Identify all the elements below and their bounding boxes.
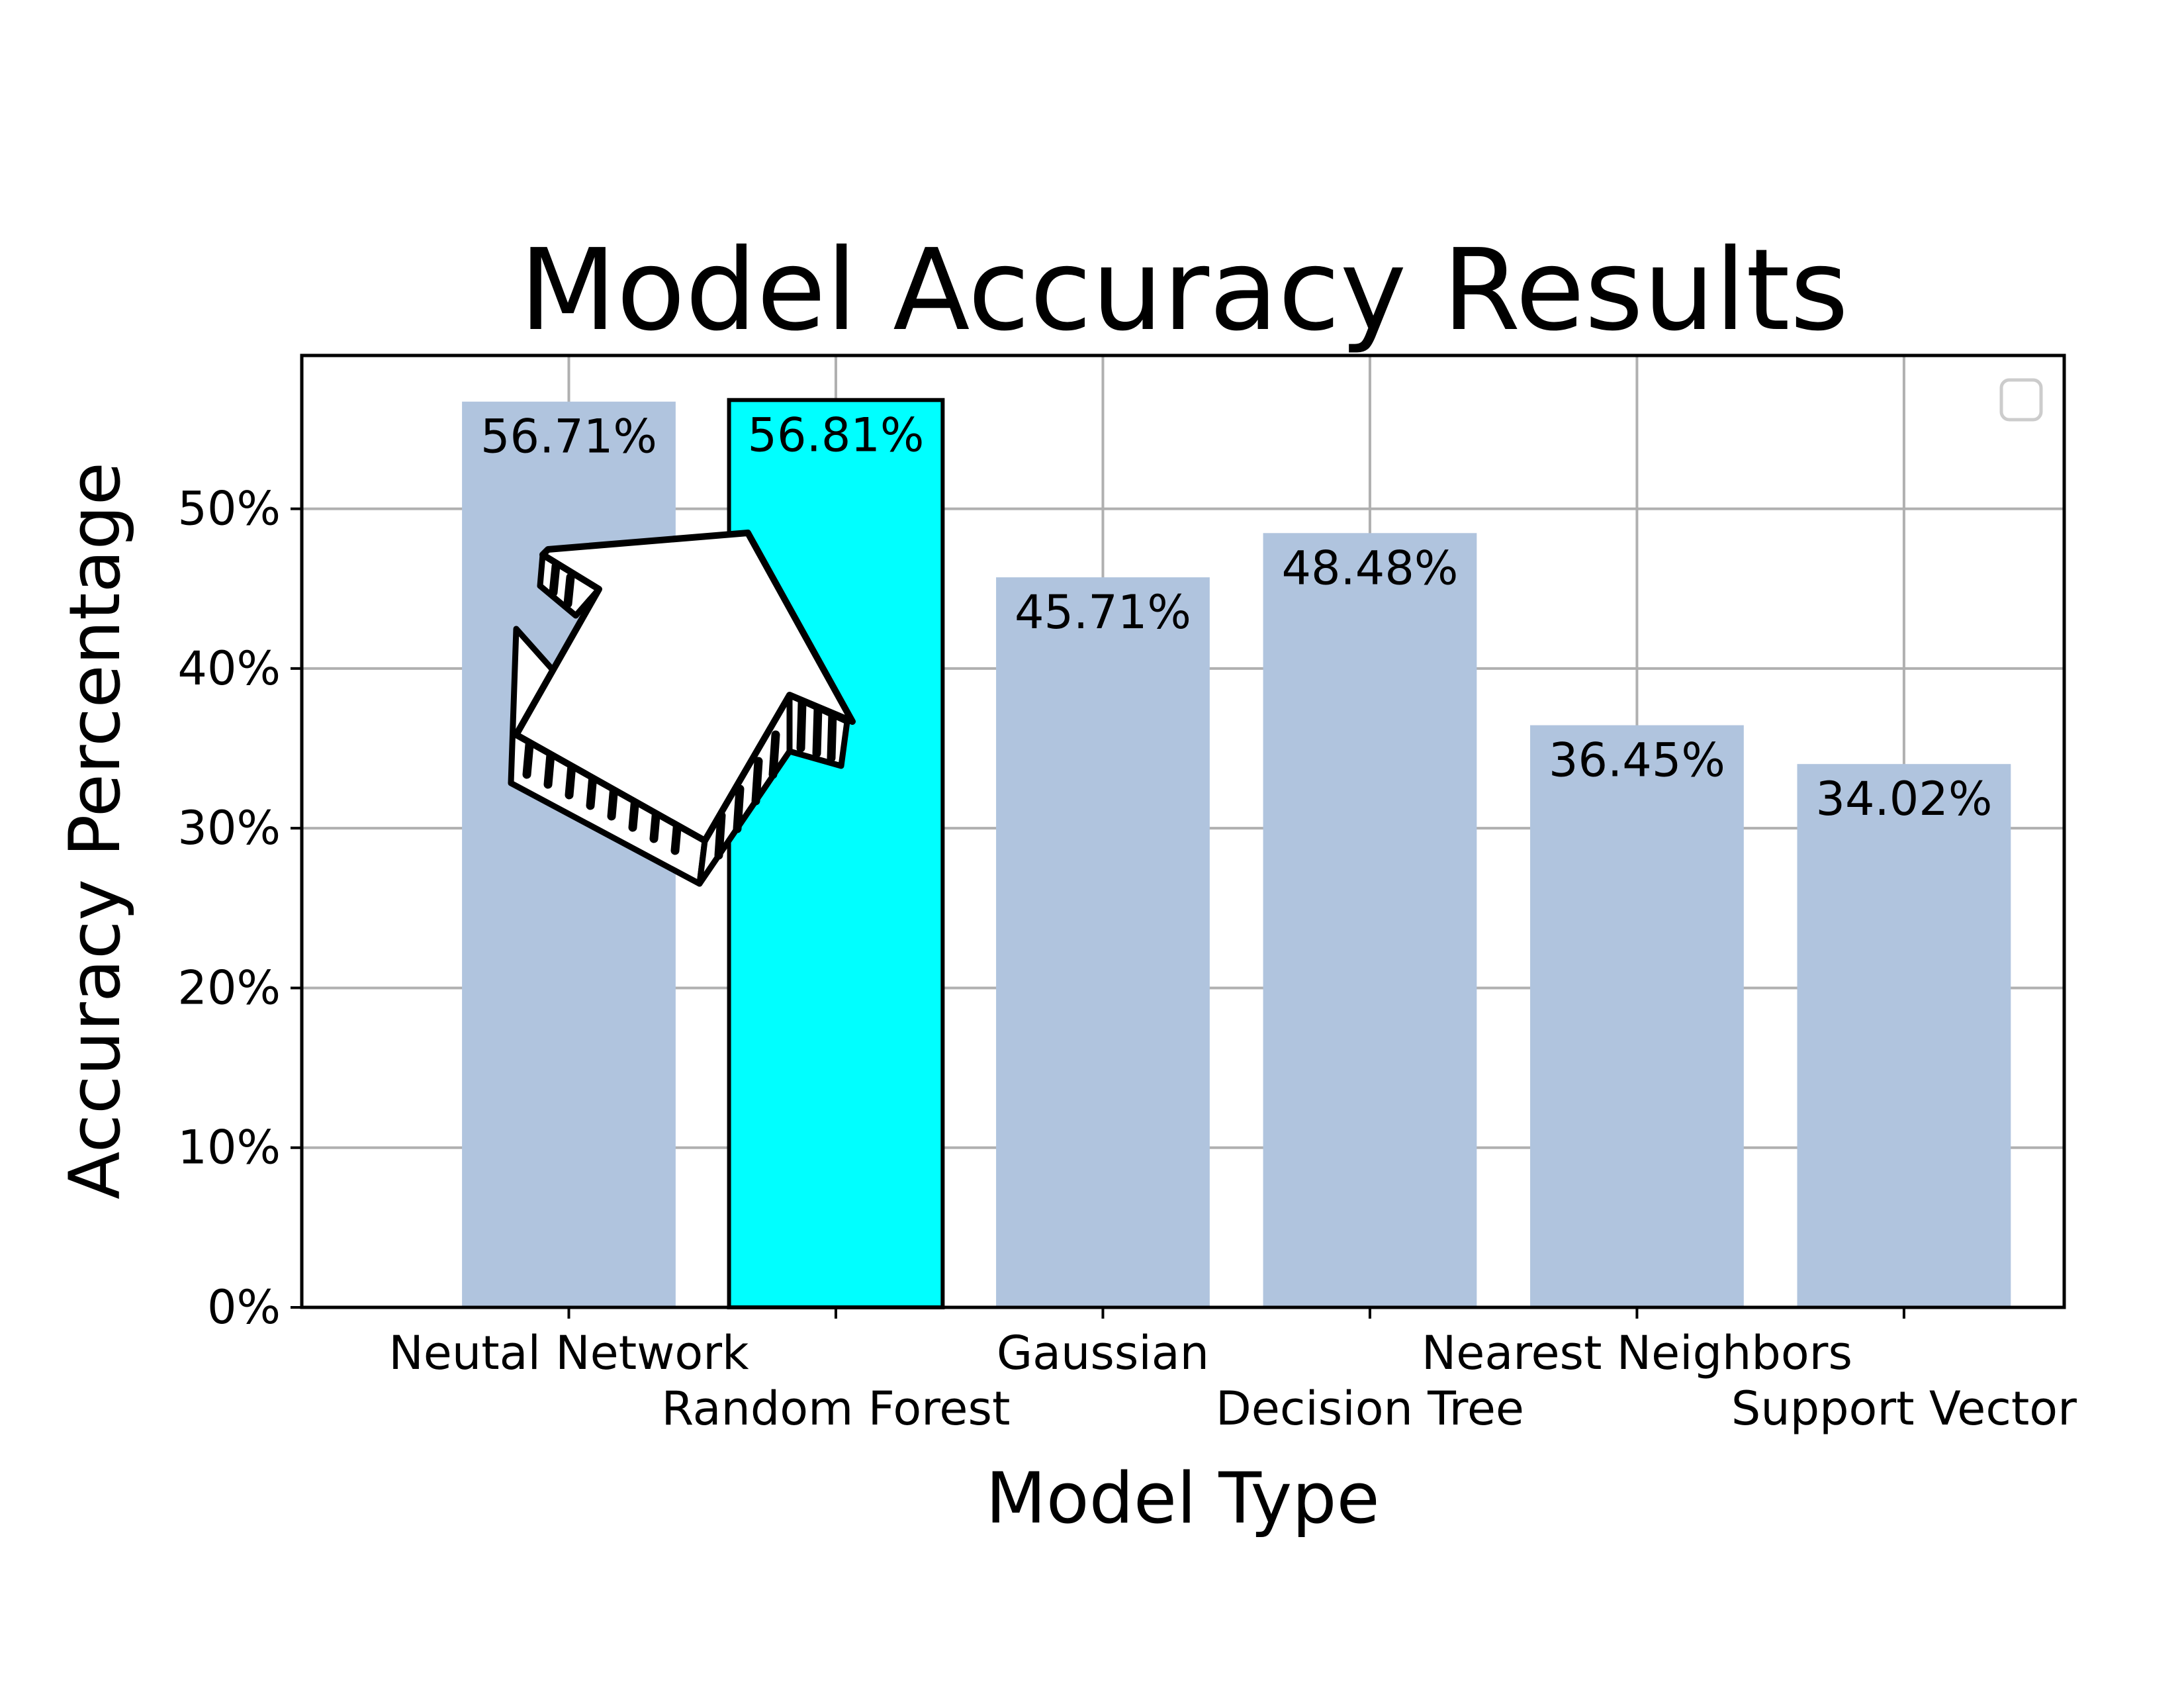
bar-value-label: 56.71%: [480, 410, 657, 464]
plot-frame: [300, 353, 2066, 1309]
value-labels: 56.71% 56.81% 45.71% 48.48% 36.45% 34.02%: [480, 408, 1992, 826]
x-tick-label: Random Forest: [662, 1382, 1011, 1436]
x-axis-label: Model Type: [985, 1458, 1379, 1539]
x-tick-label: Support Vector: [1731, 1382, 2077, 1436]
bar-value-label: 36.45%: [1549, 733, 1725, 788]
legend-box: [1999, 378, 2043, 422]
chart-title: Model Accuracy Results: [520, 225, 1848, 356]
hand-drawn-arrow-icon: [508, 530, 856, 887]
bar-value-label: 34.02%: [1815, 772, 1992, 826]
x-tick-label: Neutal Network: [388, 1326, 749, 1380]
bar: [727, 398, 945, 1309]
bar-value-label: 45.71%: [1015, 585, 1191, 639]
y-tick-label: 40%: [177, 641, 281, 696]
y-tick-label: 0%: [207, 1280, 281, 1335]
bar-value-label: 48.48%: [1281, 541, 1458, 595]
y-axis-ticks: 0% 10% 20% 30% 40% 50%: [177, 482, 302, 1335]
bar-value-label: 56.81%: [748, 408, 925, 462]
bar: [1263, 533, 1477, 1307]
y-tick-label: 30%: [177, 801, 281, 855]
bar: [1797, 764, 2011, 1307]
x-tick-label: Decision Tree: [1216, 1382, 1524, 1436]
bar: [1530, 725, 1744, 1307]
x-tick-label: Gaussian: [997, 1326, 1209, 1380]
bar: [996, 577, 1210, 1307]
y-axis-label: Accuracy Percentage: [54, 462, 136, 1199]
y-tick-label: 50%: [177, 482, 281, 536]
x-tick-label: Nearest Neighbors: [1422, 1326, 1852, 1380]
y-tick-label: 10%: [177, 1121, 281, 1175]
y-tick-label: 20%: [177, 961, 281, 1015]
